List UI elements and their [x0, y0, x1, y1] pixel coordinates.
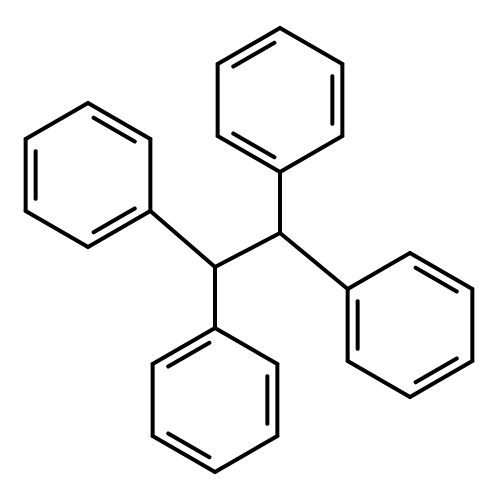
molecule-diagram: [0, 0, 500, 500]
